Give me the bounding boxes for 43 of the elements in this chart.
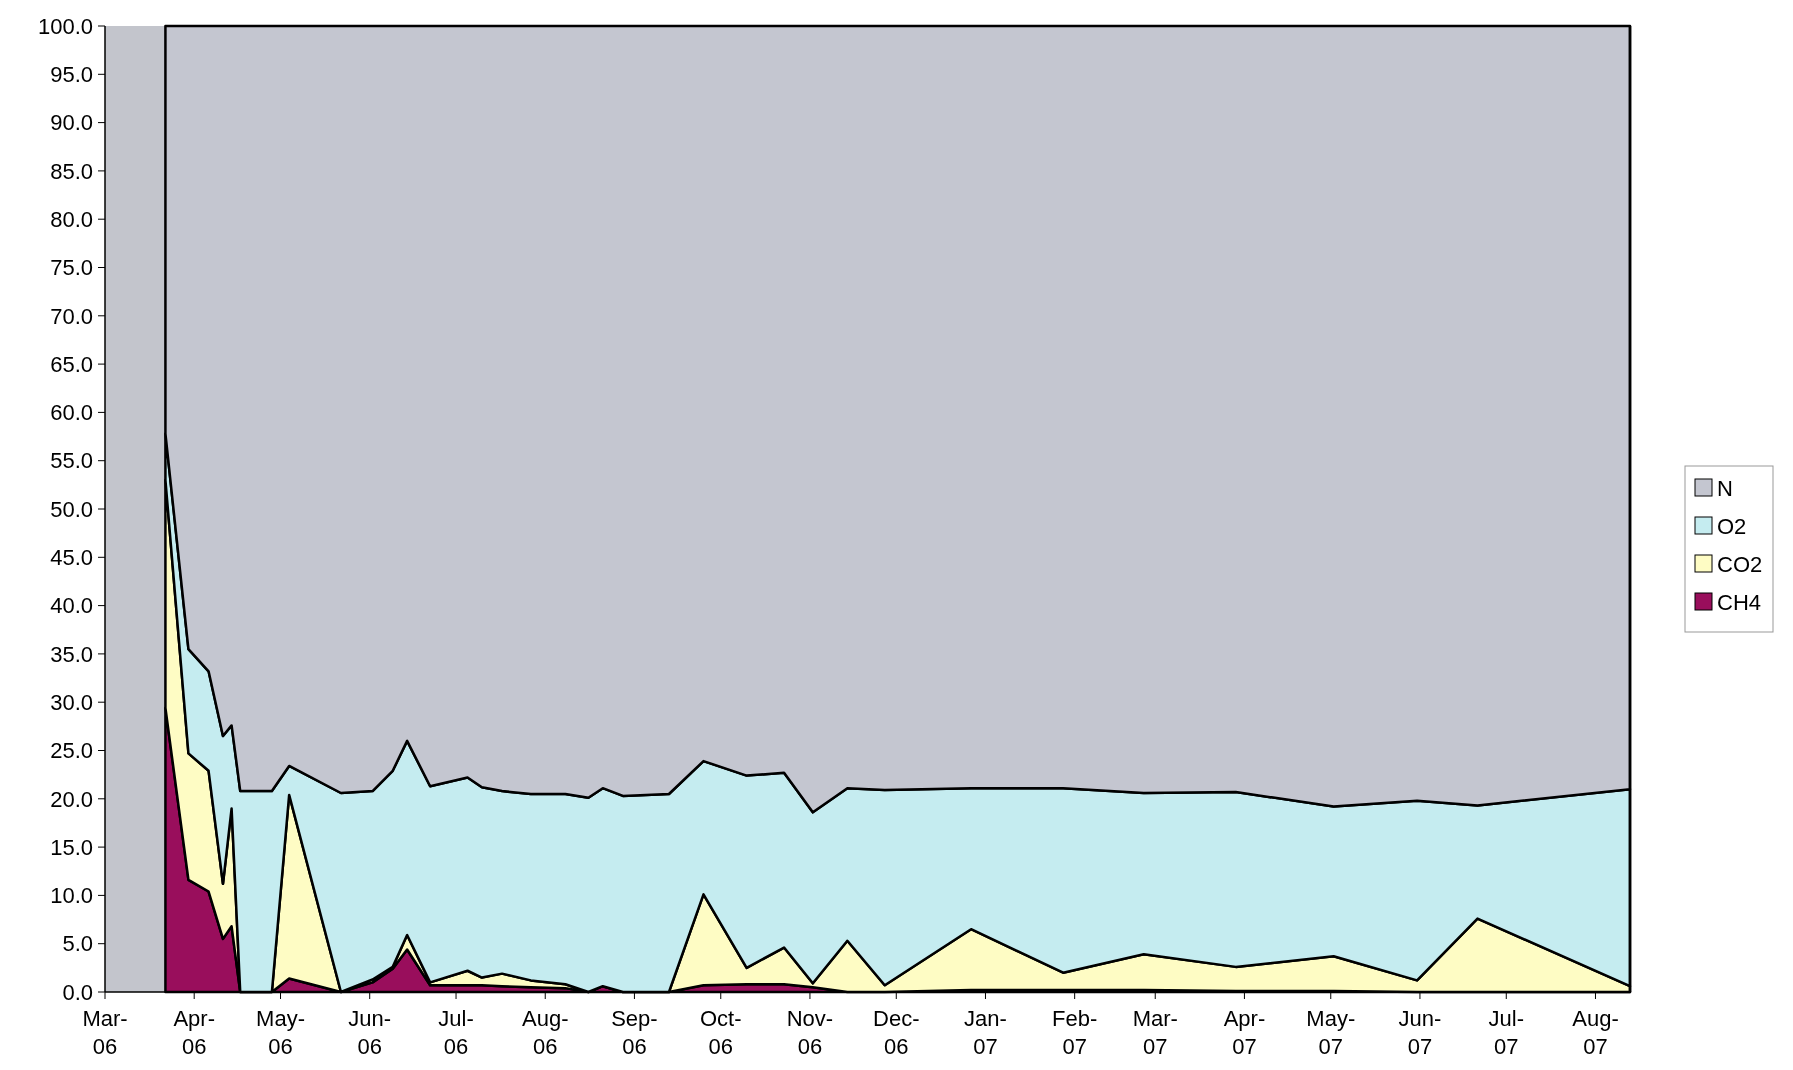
- x-tick-label: Jul-07: [1488, 1006, 1524, 1059]
- x-tick-label: Jun-06: [348, 1006, 392, 1059]
- y-tick-label: 10.0: [50, 883, 93, 909]
- x-tick-label: Jul-06: [438, 1006, 474, 1059]
- x-tick-label: Aug-06: [521, 1006, 569, 1059]
- y-tick-label: 15.0: [50, 834, 93, 860]
- legend-label: N: [1717, 475, 1733, 501]
- y-tick-label: 55.0: [50, 448, 93, 474]
- y-tick-label: 30.0: [50, 689, 93, 715]
- x-tick-label: Mar-06: [82, 1006, 128, 1059]
- x-tick-label: Feb-07: [1052, 1006, 1098, 1059]
- legend-label: CO2: [1717, 551, 1763, 577]
- y-tick-label: 50.0: [50, 496, 93, 522]
- y-tick-label: 0.0: [62, 979, 93, 1005]
- y-tick-label: 25.0: [50, 738, 93, 764]
- y-tick-label: 65.0: [50, 351, 93, 377]
- legend-label: O2: [1717, 513, 1747, 539]
- y-tick-label: 45.0: [50, 545, 93, 570]
- x-tick-label: Aug-07: [1572, 1006, 1619, 1059]
- y-tick-label: 5.0: [62, 931, 93, 957]
- y-tick-label: 80.0: [50, 206, 93, 232]
- y-tick-label: 60.0: [50, 400, 93, 426]
- y-tick-label: 95.0: [50, 62, 93, 87]
- y-tick-label: 35.0: [50, 641, 93, 667]
- x-tick-label: Apr-06: [173, 1006, 215, 1059]
- y-tick-label: 90.0: [50, 110, 93, 136]
- x-tick-label: Dec-06: [873, 1006, 920, 1059]
- x-tick-label: Jun-07: [1398, 1006, 1442, 1059]
- x-tick-label: Jan-07: [964, 1006, 1007, 1059]
- x-tick-label: Nov-06: [786, 1006, 834, 1059]
- x-tick-label: May-07: [1306, 1006, 1356, 1059]
- y-tick-label: 85.0: [50, 158, 93, 184]
- x-tick-label: Apr-07: [1223, 1006, 1266, 1059]
- y-tick-label: 70.0: [50, 303, 93, 329]
- x-tick-label: May-06: [256, 1006, 305, 1059]
- x-tick-label: Mar-07: [1132, 1006, 1178, 1059]
- y-tick-label: 75.0: [50, 255, 93, 281]
- y-tick-label: 20.0: [50, 786, 93, 812]
- legend-label: CH4: [1717, 589, 1762, 615]
- y-tick-label: 40.0: [50, 593, 93, 619]
- x-tick-label: Sep-06: [611, 1006, 658, 1059]
- x-tick-label: Oct-06: [699, 1006, 742, 1059]
- y-tick-label: 100.0: [37, 13, 93, 39]
